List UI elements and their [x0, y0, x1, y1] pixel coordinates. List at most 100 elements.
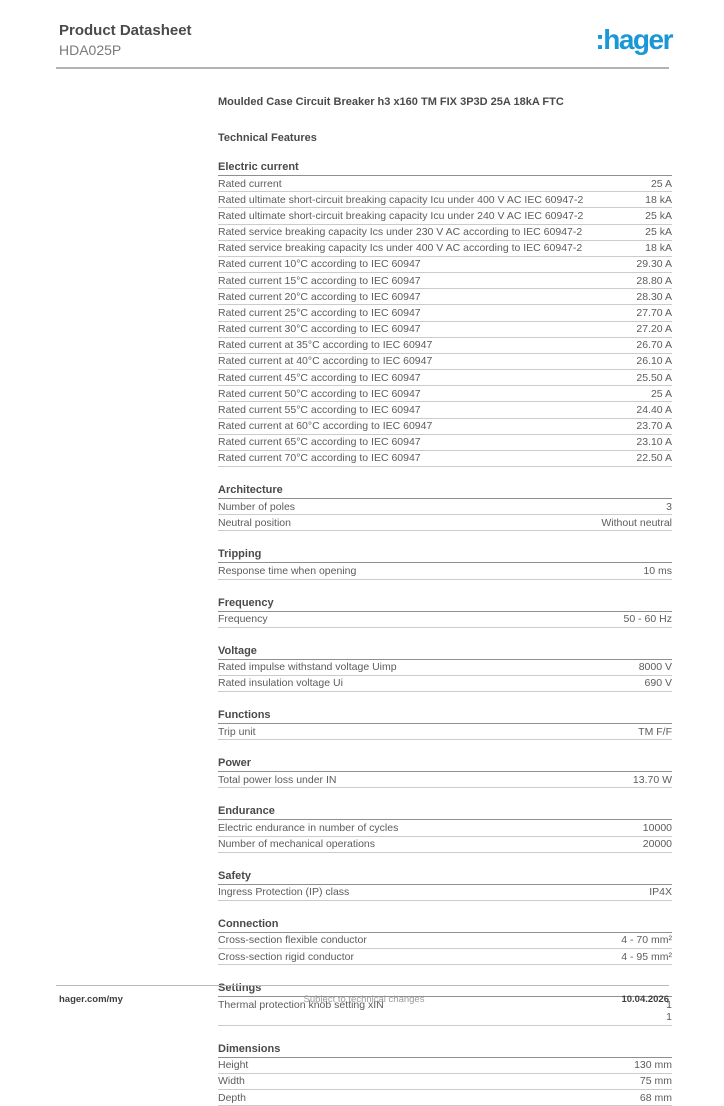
- section-title: Dimensions: [218, 1043, 672, 1058]
- footer-divider: [56, 985, 669, 986]
- row-label: Rated current 10°C according to IEC 6094…: [218, 258, 421, 271]
- row-value: 1 1: [666, 998, 672, 1023]
- row-value: 26.10 A: [636, 355, 672, 368]
- table-row: Rated ultimate short-circuit breaking ca…: [218, 192, 672, 209]
- row-value: 13.70 W: [632, 773, 672, 786]
- spec-section: Safety Ingress Protection (IP) class IP4…: [218, 870, 672, 901]
- table-row: Rated service breaking capacity Ics unde…: [218, 241, 672, 257]
- hager-logo: :hager: [595, 24, 673, 55]
- row-value: 4 - 70 mm²: [621, 934, 672, 947]
- footer-date: 10.04.2026: [621, 994, 669, 1005]
- table-row: Number of mechanical operations 20000: [218, 837, 672, 853]
- table-row: Rated insulation voltage Ui 690 V: [218, 676, 672, 693]
- table-row: Total power loss under IN 13.70 W: [218, 772, 672, 789]
- footer-disclaimer: Subject to technical changes: [303, 994, 425, 1005]
- row-value: 3: [666, 500, 672, 513]
- row-label: Number of poles: [218, 500, 296, 513]
- row-value: Without neutral: [601, 516, 672, 529]
- section-rows: Electric endurance in number of cycles 1…: [218, 820, 672, 853]
- row-value: 24.40 A: [636, 403, 672, 416]
- section-rows: Cross-section flexible conductor 4 - 70 …: [218, 933, 672, 966]
- table-row: Depth 68 mm: [218, 1090, 672, 1106]
- row-label: Rated current at 40°C according to IEC 6…: [218, 355, 433, 368]
- spec-section: Tripping Response time when opening 10 m…: [218, 548, 672, 580]
- section-title: Functions: [218, 709, 672, 725]
- table-row: Cross-section flexible conductor 4 - 70 …: [218, 933, 672, 950]
- row-value: 26.70 A: [636, 339, 672, 352]
- row-label: Rated current at 60°C according to IEC 6…: [218, 420, 433, 433]
- section-title: Tripping: [218, 548, 672, 564]
- row-label: Thermal protection knob setting xIN: [218, 998, 384, 1011]
- table-row: Rated current 30°C according to IEC 6094…: [218, 322, 672, 338]
- datasheet-body: Moulded Case Circuit Breaker h3 x160 TM …: [218, 96, 672, 1106]
- section-rows: Frequency 50 - 60 Hz: [218, 612, 672, 628]
- row-label: Rated current 55°C according to IEC 6094…: [218, 403, 421, 416]
- spec-section: Functions Trip unit TM F/F: [218, 709, 672, 741]
- row-label: Rated current 30°C according to IEC 6094…: [218, 323, 421, 336]
- row-label: Rated current 65°C according to IEC 6094…: [218, 436, 421, 449]
- table-row: Neutral position Without neutral: [218, 515, 672, 532]
- row-label: Rated service breaking capacity Ics unde…: [218, 226, 583, 239]
- row-value: 68 mm: [639, 1091, 672, 1104]
- section-rows: Response time when opening 10 ms: [218, 563, 672, 580]
- table-row: Rated current 70°C according to IEC 6094…: [218, 451, 672, 468]
- section-title: Power: [218, 757, 672, 773]
- table-row: Rated current at 40°C according to IEC 6…: [218, 354, 672, 371]
- row-value: 130 mm: [634, 1059, 672, 1072]
- spec-section: Dimensions Height 130 mm Width 75 mm Dep…: [218, 1043, 672, 1106]
- technical-features-heading: Technical Features: [218, 132, 317, 144]
- row-value: 25 A: [650, 177, 672, 190]
- table-row: Rated current 55°C according to IEC 6094…: [218, 402, 672, 419]
- table-row: Frequency 50 - 60 Hz: [218, 612, 672, 628]
- table-row: Rated service breaking capacity Ics unde…: [218, 225, 672, 241]
- section-title: Safety: [218, 870, 672, 885]
- product-reference: HDA025P: [59, 41, 122, 58]
- table-row: Rated current 45°C according to IEC 6094…: [218, 370, 672, 387]
- row-value: IP4X: [649, 886, 672, 899]
- row-label: Cross-section rigid conductor: [218, 950, 354, 963]
- section-title: Endurance: [218, 805, 672, 821]
- spec-section: Architecture Number of poles 3 Neutral p…: [218, 484, 672, 532]
- row-value: 20000: [642, 838, 672, 851]
- row-label: Height: [218, 1059, 249, 1072]
- table-row: Number of poles 3: [218, 499, 672, 516]
- row-value: 18 kA: [645, 242, 672, 255]
- row-label: Total power loss under IN: [218, 773, 337, 786]
- row-value: 18 kA: [645, 193, 672, 206]
- product-title: Moulded Case Circuit Breaker h3 x160 TM …: [218, 96, 564, 108]
- section-title: Electric current: [218, 161, 672, 176]
- table-row: Rated impulse withstand voltage Uimp 800…: [218, 660, 672, 676]
- row-label: Rated ultimate short-circuit breaking ca…: [218, 193, 584, 206]
- row-value: 8000 V: [638, 661, 672, 674]
- row-label: Ingress Protection (IP) class: [218, 886, 350, 899]
- table-row: Trip unit TM F/F: [218, 724, 672, 741]
- table-row: Rated current 65°C according to IEC 6094…: [218, 435, 672, 451]
- row-label: Number of mechanical operations: [218, 838, 375, 851]
- row-value: 4 - 95 mm²: [621, 950, 672, 963]
- spec-section: Power Total power loss under IN 13.70 W: [218, 757, 672, 789]
- table-row: Height 130 mm: [218, 1058, 672, 1074]
- section-title: Architecture: [218, 484, 672, 500]
- row-label: Rated impulse withstand voltage Uimp: [218, 661, 397, 674]
- table-row: Rated current 10°C according to IEC 6094…: [218, 257, 672, 274]
- row-label: Rated insulation voltage Ui: [218, 677, 343, 690]
- row-label: Width: [218, 1075, 245, 1088]
- row-value: 10000: [642, 821, 672, 834]
- row-value: 23.70 A: [636, 420, 672, 433]
- table-row: Rated current 50°C according to IEC 6094…: [218, 386, 672, 403]
- table-row: Rated current at 35°C according to IEC 6…: [218, 338, 672, 354]
- row-value: 28.80 A: [636, 274, 672, 287]
- row-label: Rated service breaking capacity Ics unde…: [218, 242, 583, 255]
- table-row: Rated current 25 A: [218, 176, 672, 193]
- row-label: Rated current at 35°C according to IEC 6…: [218, 339, 433, 352]
- row-value: 25 kA: [645, 226, 672, 239]
- row-value: 27.20 A: [636, 323, 672, 336]
- row-label: Electric endurance in number of cycles: [218, 821, 399, 834]
- row-label: Depth: [218, 1091, 247, 1104]
- footer-website: hager.com/my: [59, 994, 123, 1005]
- row-value: 50 - 60 Hz: [623, 613, 672, 626]
- table-row: Rated current at 60°C according to IEC 6…: [218, 419, 672, 435]
- row-label: Trip unit: [218, 725, 256, 738]
- spec-section: Connection Cross-section flexible conduc…: [218, 918, 672, 966]
- section-rows: Trip unit TM F/F: [218, 724, 672, 741]
